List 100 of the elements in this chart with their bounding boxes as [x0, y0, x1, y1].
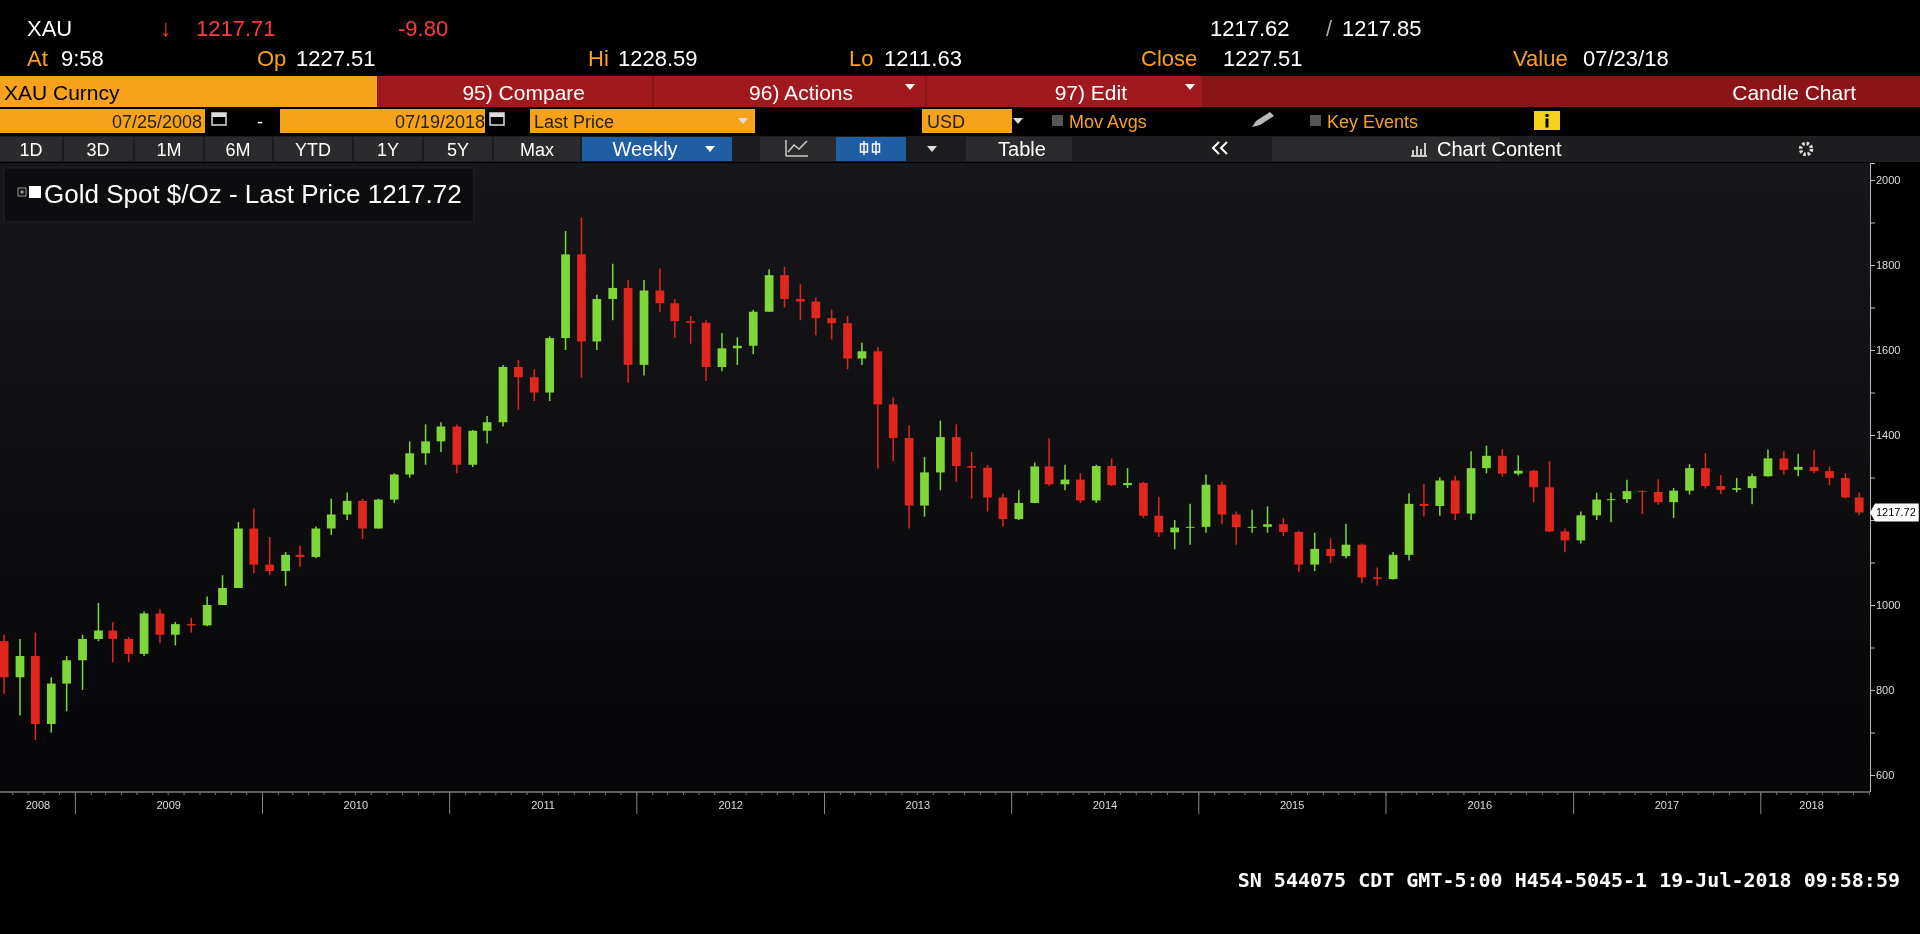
candlestick [1310, 532, 1320, 572]
candlestick [1592, 492, 1602, 521]
text: USD [927, 112, 966, 132]
candlestick [1701, 452, 1710, 490]
x-tick-label: 2011 [531, 799, 555, 811]
text: Table [998, 138, 1046, 160]
candlestick [1763, 448, 1773, 478]
text: 5Y [446, 140, 470, 160]
x-tick-label: 2012 [718, 799, 743, 811]
candlestick [1075, 472, 1085, 504]
candlestick [62, 655, 72, 712]
candlestick [780, 265, 789, 309]
candlestick [1247, 509, 1257, 534]
candlestick [796, 283, 805, 321]
text: 9:58 [61, 46, 104, 71]
candlestick [1779, 450, 1789, 476]
candlestick [482, 415, 492, 445]
text: / [1326, 16, 1333, 41]
x-tick-label: 2008 [25, 799, 51, 811]
candlestick [1854, 491, 1864, 517]
text: YTD [295, 140, 331, 160]
text: SN 544075 CDT GMT-5:00 H454-5045-1 19-Jul-2018 09:58:59 [1237, 868, 1900, 892]
candlestick [1653, 478, 1663, 506]
candlestick [342, 491, 352, 521]
candlestick [1716, 474, 1726, 495]
text: Gold Spot $/Oz - Last Price 1217.72 [44, 179, 462, 209]
text: 1211.63 [884, 46, 962, 71]
candlestick [405, 440, 415, 479]
text: 96) Actions [749, 81, 853, 104]
candlestick [857, 342, 867, 366]
candlestick [1497, 448, 1507, 478]
candlestick [998, 492, 1008, 528]
candlestick [1482, 444, 1491, 474]
text: 95) Compare [462, 81, 585, 104]
text: 1227.51 [296, 46, 376, 71]
text: Chart Content [1437, 138, 1562, 160]
text: Value [1513, 46, 1568, 71]
y-tick-label: 800 [1876, 684, 1895, 697]
candlestick [1622, 478, 1632, 504]
text: 97) Edit [1054, 81, 1128, 104]
candlestick [1044, 437, 1054, 487]
candlestick [108, 621, 118, 664]
candlestick [202, 595, 212, 627]
text: XAU Curncy [4, 81, 121, 104]
candlestick [326, 498, 336, 536]
text: ↓ [160, 14, 172, 41]
candlestick [686, 315, 696, 345]
text: 1Y [376, 140, 400, 160]
x-tick-label: 2017 [1654, 799, 1680, 811]
candlestick [1279, 517, 1288, 537]
candlestick [281, 551, 290, 587]
candlestick [1747, 472, 1757, 506]
text: - [257, 112, 263, 132]
text: 1217.72 [1876, 506, 1916, 519]
candlestick [1685, 463, 1694, 496]
candlestick [1669, 487, 1678, 519]
text: Max [519, 140, 555, 160]
text: 1D [19, 140, 43, 160]
candlestick [1825, 465, 1834, 486]
text: Last Price [534, 112, 615, 132]
x-tick-label: 2015 [1279, 799, 1305, 811]
text: Weekly [612, 138, 678, 160]
candlestick [1560, 527, 1570, 554]
y-tick-label: 2000 [1876, 174, 1901, 187]
candlestick [1513, 454, 1523, 477]
text: Lo [849, 46, 874, 71]
candlestick [155, 608, 165, 644]
candlestick [1154, 495, 1164, 538]
text: 1217.62 [1210, 16, 1290, 41]
candlestick [1529, 469, 1538, 504]
candlestick [124, 636, 134, 664]
x-tick-label: 2014 [1092, 799, 1118, 811]
candlestick [15, 638, 25, 717]
candlestick [827, 308, 837, 341]
text: 07/25/2008 [111, 112, 202, 132]
text: -9.80 [398, 16, 449, 41]
candlestick [967, 451, 977, 500]
candlestick [1263, 505, 1272, 534]
text: Close [1141, 46, 1198, 71]
text: Candle Chart [1732, 81, 1857, 104]
y-tick-label: 1800 [1876, 259, 1901, 272]
text: 1227.51 [1223, 46, 1303, 71]
text: 1217.85 [1342, 16, 1422, 41]
candlestick [1014, 489, 1024, 521]
candlestick [421, 423, 430, 466]
candlestick [1231, 510, 1241, 546]
text: Key Events [1327, 112, 1419, 132]
x-tick-label: 2010 [343, 799, 369, 811]
x-tick-label: 2013 [905, 799, 931, 811]
candlestick [1793, 452, 1803, 477]
candlestick [1372, 566, 1382, 587]
text: Op [257, 46, 287, 71]
candlestick [94, 602, 103, 642]
text: 07/19/2018 [394, 112, 485, 132]
candlestick [670, 298, 680, 339]
text: 07/23/18 [1583, 46, 1669, 71]
text: 1228.59 [618, 46, 698, 71]
candlestick [218, 574, 227, 606]
text: 1M [156, 140, 182, 160]
x-tick-label: 2018 [1799, 799, 1824, 811]
